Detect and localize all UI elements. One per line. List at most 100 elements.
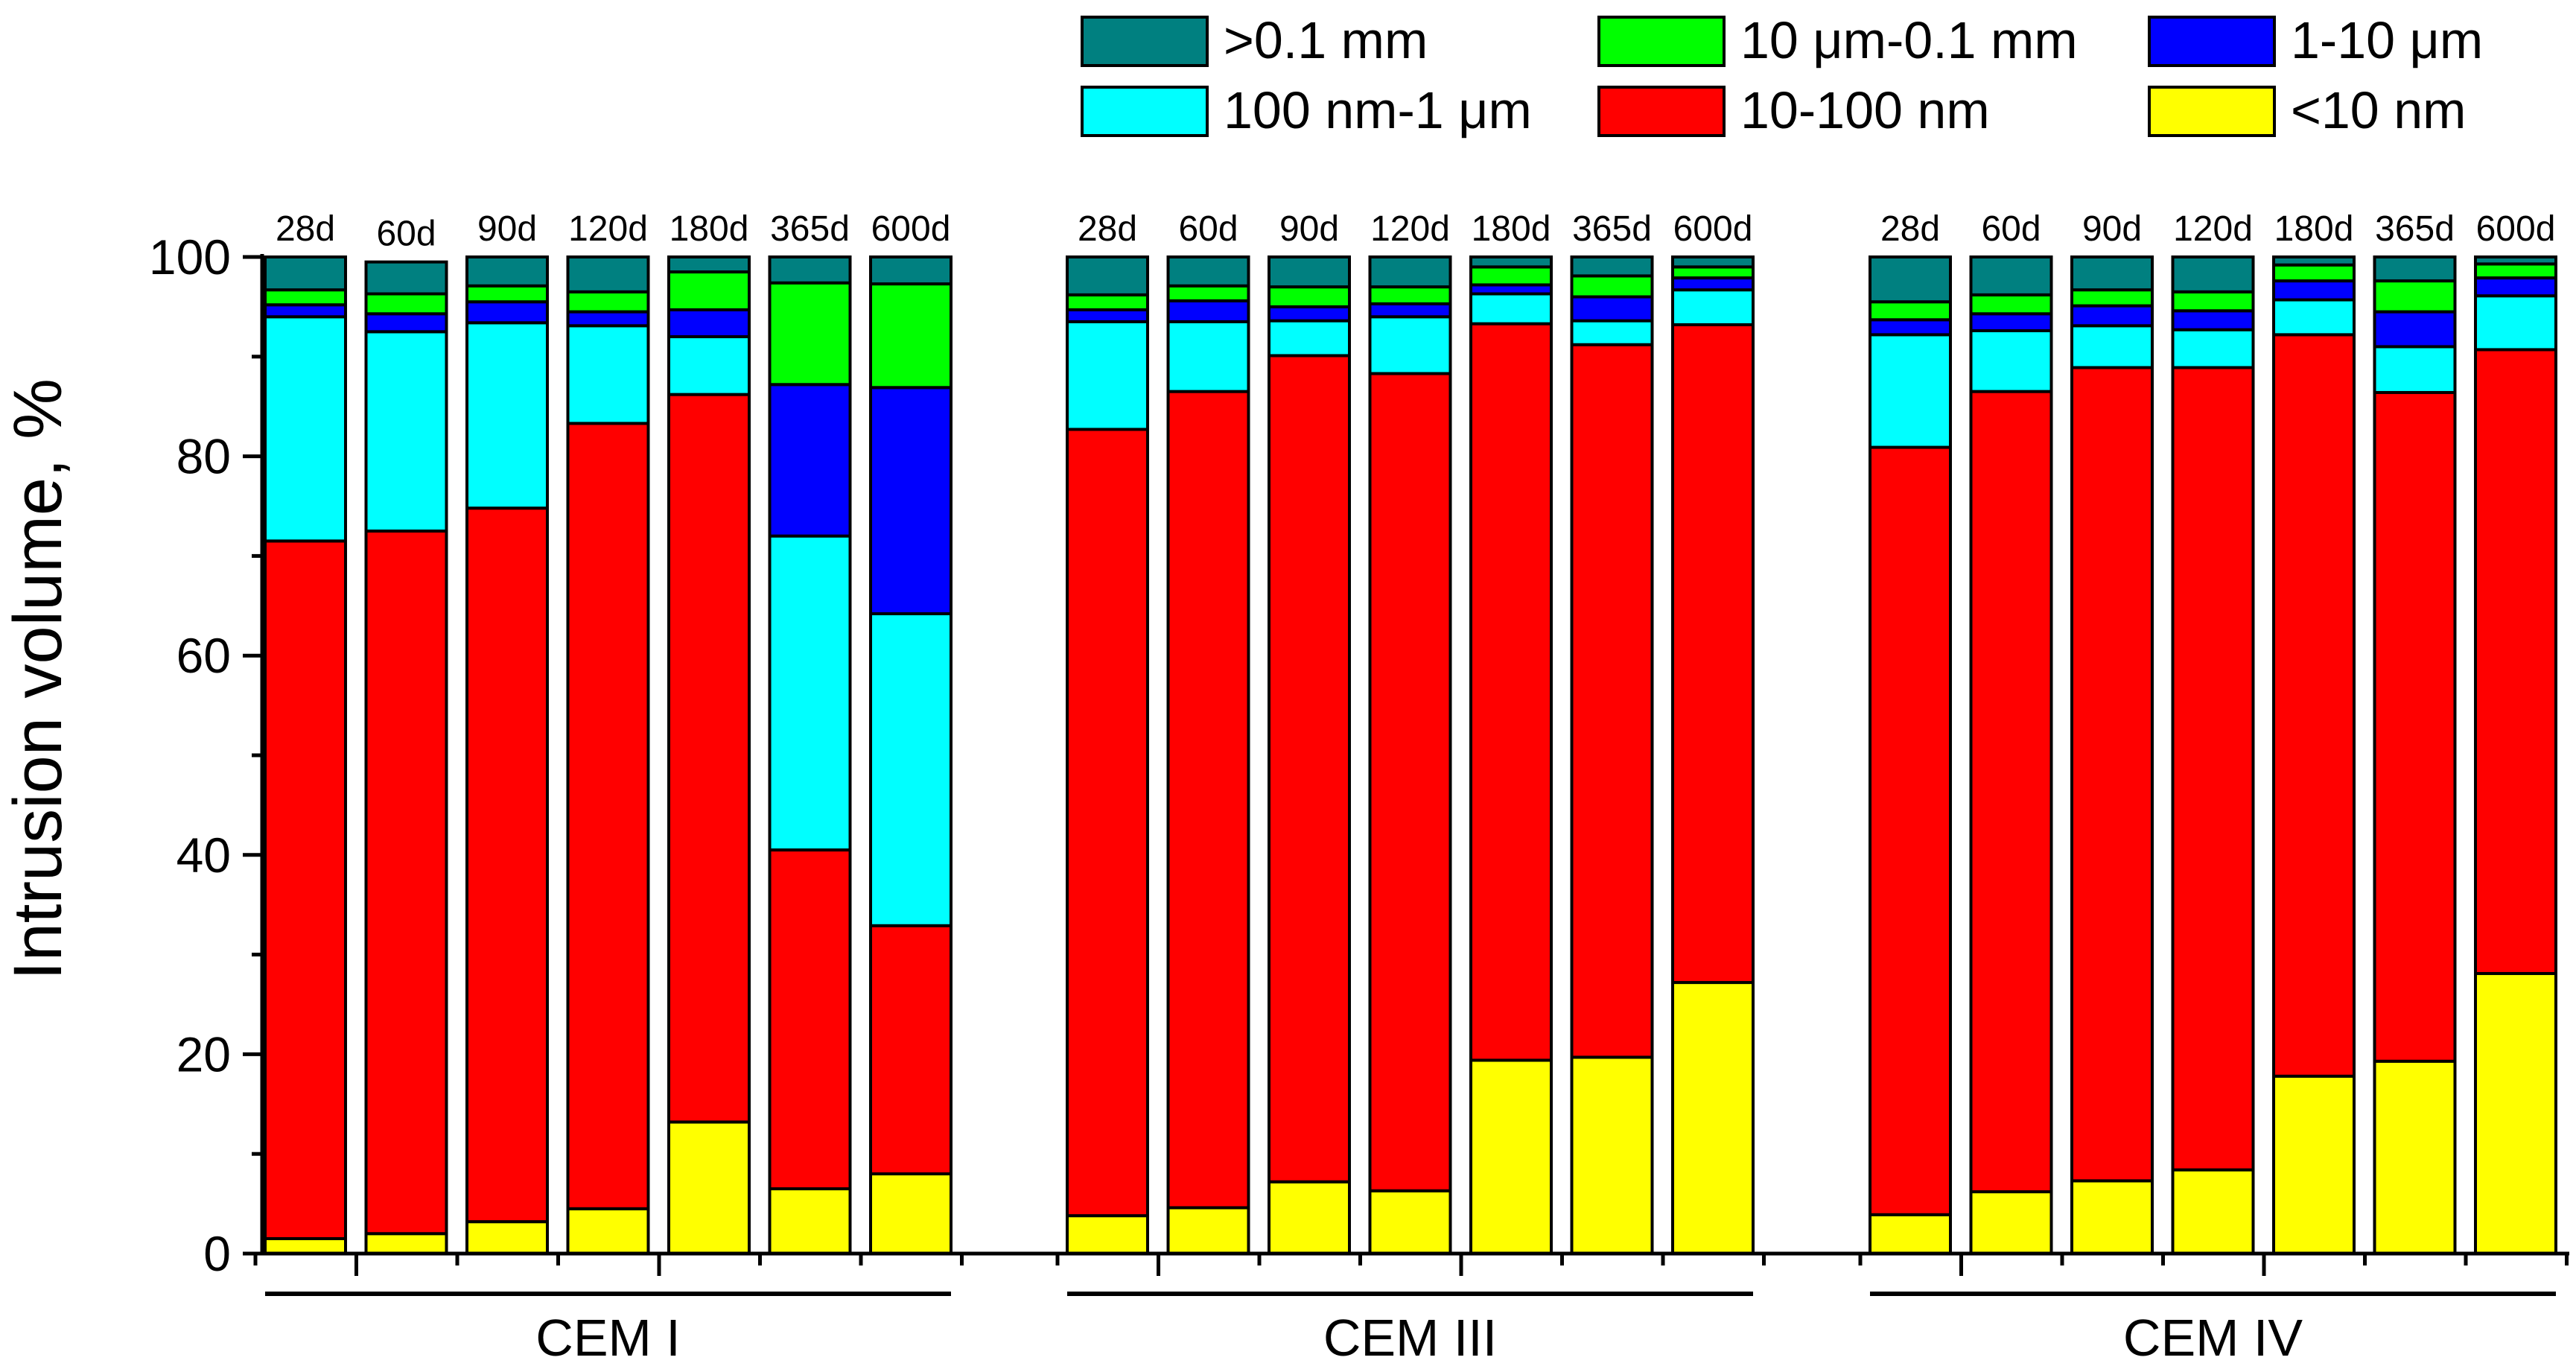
legend: >0.1 mm 10 μm-0.1 mm 1-10 μm 100 nm-1 μm 10-… bbox=[1081, 11, 2483, 139]
y-tick-label: 20 bbox=[176, 1026, 231, 1082]
bar-segment bbox=[264, 315, 347, 543]
bar-segment bbox=[869, 255, 953, 286]
bar-segment bbox=[2272, 279, 2356, 302]
bar-segment bbox=[869, 386, 953, 616]
bar-segment bbox=[2171, 366, 2255, 1172]
bar-segment bbox=[1066, 428, 1149, 1218]
bar-segment bbox=[2272, 1074, 2356, 1256]
bar-segment bbox=[1469, 265, 1553, 287]
bar-segment bbox=[768, 848, 852, 1191]
y-tick-label: 100 bbox=[149, 229, 231, 285]
bar-segment bbox=[768, 534, 852, 852]
bar-category-label: 90d bbox=[477, 209, 537, 249]
bar-segment bbox=[1469, 1058, 1553, 1255]
y-tick-label: 0 bbox=[203, 1226, 231, 1281]
bar-segment bbox=[768, 1187, 852, 1256]
bar-segment bbox=[1671, 981, 1755, 1255]
bar-segment bbox=[364, 312, 448, 334]
bar-segment bbox=[1570, 274, 1654, 299]
bar-category-label: 90d bbox=[1279, 209, 1339, 249]
bar-segment bbox=[364, 292, 448, 316]
bar-segment bbox=[869, 282, 953, 390]
bar-segment bbox=[1166, 1206, 1250, 1256]
bar-segment bbox=[2070, 366, 2154, 1183]
bar-segment bbox=[869, 1172, 953, 1255]
bar-segment bbox=[264, 303, 347, 319]
bar-segment bbox=[2373, 345, 2457, 394]
bar-segment bbox=[1066, 293, 1149, 311]
bar-segment bbox=[465, 300, 549, 325]
bar-segment bbox=[2171, 309, 2255, 331]
y-axis-label: Intrusion volume, % bbox=[0, 378, 76, 980]
bar-segment bbox=[1368, 285, 1452, 305]
bar-category-label: 180d bbox=[670, 209, 749, 249]
legend-swatch bbox=[1597, 16, 1726, 67]
bar-segment bbox=[1368, 1189, 1452, 1256]
bar-segment bbox=[2272, 333, 2356, 1078]
bar-category-label: 365d bbox=[1572, 209, 1652, 249]
bar-category-label: 180d bbox=[2274, 209, 2354, 249]
bar-segment bbox=[2474, 262, 2557, 280]
bar-segment bbox=[1368, 302, 1452, 319]
bar-segment bbox=[1869, 255, 1952, 304]
y-tick-label: 80 bbox=[176, 429, 231, 484]
bar-segment bbox=[1066, 308, 1149, 323]
legend-swatch bbox=[1081, 16, 1209, 67]
bar-segment bbox=[2474, 294, 2557, 352]
bar-category-label: 365d bbox=[770, 209, 850, 249]
bar-segment bbox=[1469, 255, 1553, 269]
bar-segment bbox=[1869, 300, 1952, 322]
bar-segment bbox=[1066, 320, 1149, 431]
group-label: CEM IV bbox=[2123, 1309, 2303, 1367]
bar-category-label: 120d bbox=[568, 209, 648, 249]
bar-segment bbox=[2171, 255, 2255, 293]
bar-segment bbox=[1570, 255, 1654, 278]
bar-segment bbox=[768, 255, 852, 285]
bar-segment bbox=[566, 290, 650, 314]
bar-segment bbox=[1570, 343, 1654, 1059]
bar-category-label: 28d bbox=[1078, 209, 1137, 249]
bar-category-label: 365d bbox=[2375, 209, 2455, 249]
bar-segment bbox=[1066, 255, 1149, 296]
bar-segment bbox=[1268, 255, 1351, 289]
legend-entry-label: 1-10 μm bbox=[2291, 11, 2483, 69]
y-tick-label: 40 bbox=[176, 828, 231, 883]
bar-segment bbox=[1368, 255, 1452, 289]
bar-segment bbox=[1969, 329, 2053, 393]
bar-category-label: 120d bbox=[1370, 209, 1450, 249]
bar-segment bbox=[264, 1236, 347, 1256]
legend-swatch bbox=[2148, 86, 2276, 137]
bar-category-label: 180d bbox=[1472, 209, 1551, 249]
plot-area: 28d 60d 90d 120d 180d 365d 600d 28d 60d 90d 120d 18… bbox=[264, 209, 2557, 1256]
bar-segment bbox=[566, 1207, 650, 1256]
bar-segment bbox=[667, 1120, 751, 1256]
bar-segment bbox=[465, 255, 549, 288]
bar-segment bbox=[2070, 324, 2154, 369]
bar-segment bbox=[1671, 288, 1755, 326]
bar-segment bbox=[2373, 255, 2457, 283]
bar-segment bbox=[1671, 255, 1755, 269]
bar-segment bbox=[264, 255, 347, 292]
legend-entry-label: 100 nm-1 μm bbox=[1224, 81, 1532, 139]
bar-segment bbox=[2373, 390, 2457, 1063]
y-axis: 0 20 40 60 80 100 bbox=[149, 229, 264, 1281]
bar-segment bbox=[2474, 348, 2557, 976]
bar-segment bbox=[1969, 312, 2053, 333]
bar-segment bbox=[1969, 390, 2053, 1194]
bar-segment bbox=[465, 1220, 549, 1255]
bar-segment bbox=[1969, 255, 2053, 296]
bar-segment bbox=[2272, 298, 2356, 337]
bar-segment bbox=[2171, 290, 2255, 313]
bar-category-label: 28d bbox=[1880, 209, 1940, 249]
bar-segment bbox=[566, 324, 650, 425]
group-label: CEM III bbox=[1323, 1309, 1497, 1367]
bar-segment bbox=[1268, 1180, 1351, 1255]
bar-segment bbox=[1166, 320, 1250, 393]
bar-segment bbox=[667, 308, 751, 339]
legend-swatch bbox=[1081, 86, 1209, 137]
bar-segment bbox=[1469, 292, 1553, 325]
bar-segment bbox=[1869, 445, 1952, 1216]
bar-category-label: 60d bbox=[1981, 209, 2041, 249]
bar-segment bbox=[1969, 293, 2053, 316]
bar-segment bbox=[1570, 319, 1654, 346]
